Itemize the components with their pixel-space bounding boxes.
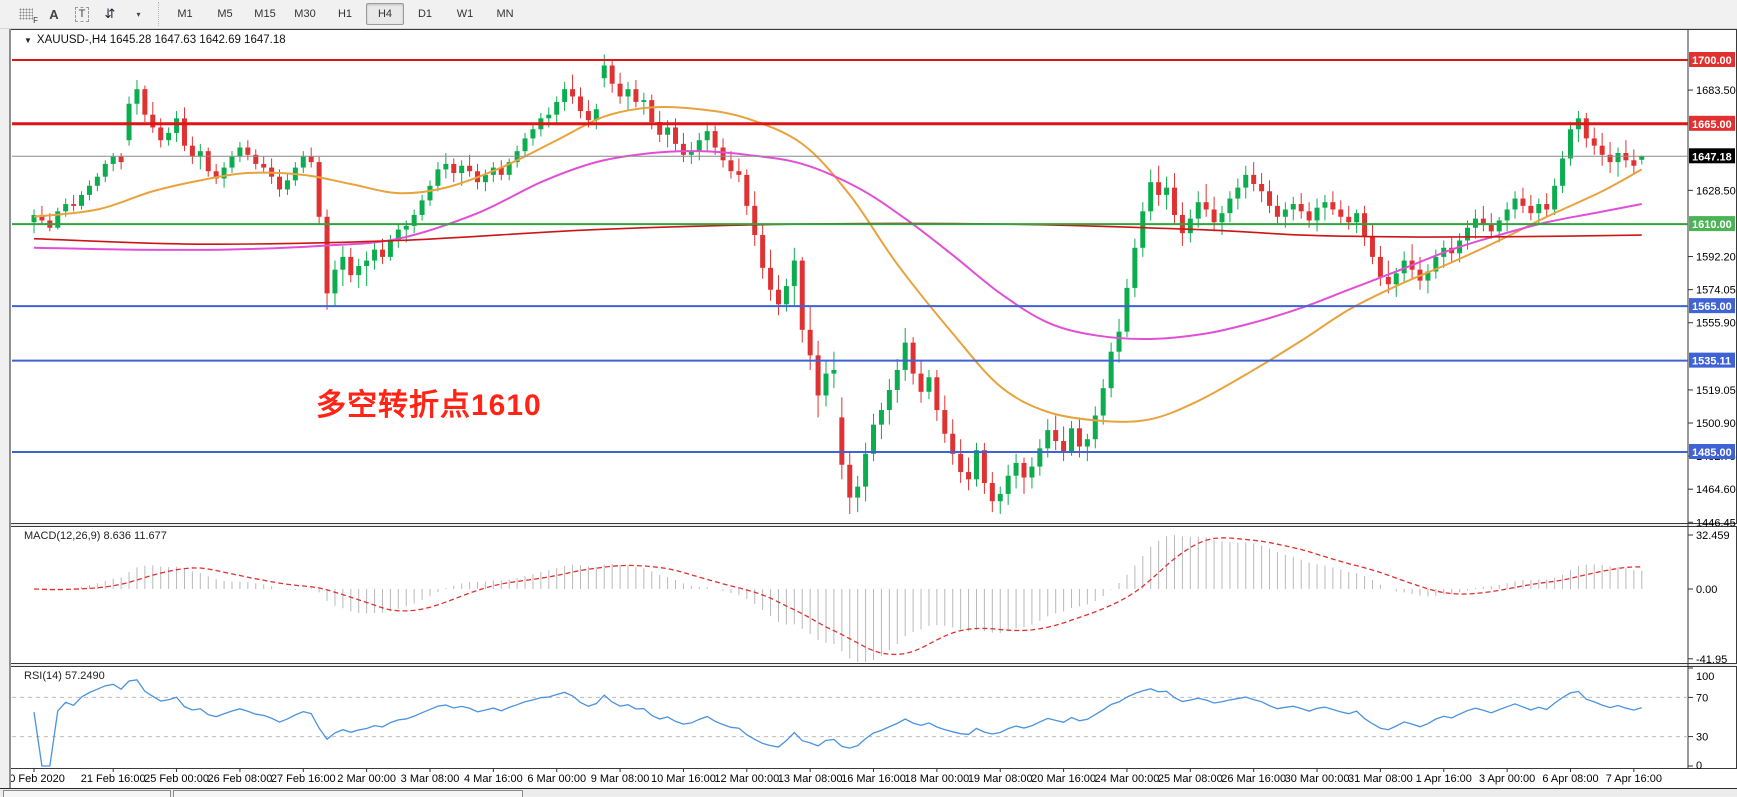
window-left-gutter — [0, 28, 11, 795]
timeframe-m1[interactable]: M1 — [177, 8, 193, 20]
rsi-indicator-label: RSI(14) 57.2490 — [24, 670, 105, 682]
svg-text:1610.00: 1610.00 — [1692, 219, 1732, 231]
svg-text:1700.00: 1700.00 — [1692, 55, 1732, 67]
svg-text:2 Mar 00:00: 2 Mar 00:00 — [337, 773, 396, 785]
candles — [31, 54, 1645, 514]
svg-text:1683.50: 1683.50 — [1696, 85, 1736, 97]
timeframe-d1[interactable]: D1 — [417, 8, 433, 20]
svg-text:1647.18: 1647.18 — [1692, 151, 1732, 163]
svg-text:1464.60: 1464.60 — [1696, 484, 1736, 496]
svg-text:12 Mar 00:00: 12 Mar 00:00 — [714, 773, 779, 785]
chart-symbol-title[interactable]: ▼ XAUUSD-,H4 1645.28 1647.63 1642.69 1647… — [24, 34, 286, 46]
svg-text:1519.05: 1519.05 — [1696, 385, 1736, 397]
svg-text:32.459: 32.459 — [1696, 530, 1730, 542]
ma-fast-orange — [33, 105, 1643, 423]
svg-text:1500.90: 1500.90 — [1696, 418, 1736, 430]
svg-text:1665.00: 1665.00 — [1692, 119, 1732, 131]
svg-text:26 Mar 16:00: 26 Mar 16:00 — [1221, 773, 1286, 785]
svg-text:3 Apr 00:00: 3 Apr 00:00 — [1479, 773, 1535, 785]
svg-text:0.00: 0.00 — [1696, 584, 1717, 596]
svg-text:1565.00: 1565.00 — [1692, 301, 1732, 313]
timeframe-h1[interactable]: H1 — [337, 8, 353, 20]
text-label-icon[interactable]: A — [49, 6, 59, 22]
arrange-arrows-icon[interactable]: ⇵ — [104, 6, 116, 21]
svg-text:0: 0 — [1696, 760, 1702, 772]
dropdown-caret-icon[interactable]: ▾ — [136, 9, 141, 19]
timeframe-m5[interactable]: M5 — [217, 8, 233, 20]
svg-text:9 Mar 08:00: 9 Mar 08:00 — [591, 773, 650, 785]
chart-tab[interactable] — [3, 790, 171, 797]
timeframe-group: M1 M5 M15 M30 H1 H4 D1 W1 MN — [158, 2, 531, 26]
svg-text:25 Mar 08:00: 25 Mar 08:00 — [1158, 773, 1223, 785]
svg-text:1555.90: 1555.90 — [1696, 318, 1736, 330]
svg-text:-41.95: -41.95 — [1696, 654, 1727, 666]
chart-annotation-text[interactable]: 多空转折点1610 — [316, 389, 542, 422]
svg-text:1 Apr 16:00: 1 Apr 16:00 — [1416, 773, 1472, 785]
macd-panel-content: 32.459 0.00 -41.95 — [33, 530, 1730, 666]
tick-chart-icon[interactable]: F — [14, 3, 38, 25]
svg-text:1446.45: 1446.45 — [1696, 517, 1736, 529]
svg-text:25 Feb 00:00: 25 Feb 00:00 — [144, 773, 209, 785]
timeframe-mn[interactable]: MN — [496, 8, 514, 20]
svg-text:1574.05: 1574.05 — [1696, 285, 1736, 297]
timeframe-h4[interactable]: H4 — [366, 3, 404, 25]
svg-text:24 Mar 00:00: 24 Mar 00:00 — [1095, 773, 1160, 785]
ma-mid-magenta — [33, 150, 1642, 340]
svg-text:27 Feb 16:00: 27 Feb 16:00 — [271, 773, 336, 785]
svg-text:21 Feb 16:00: 21 Feb 16:00 — [81, 773, 146, 785]
svg-text:3 Mar 08:00: 3 Mar 08:00 — [401, 773, 460, 785]
text-box-icon[interactable]: T — [70, 3, 94, 25]
svg-text:13 Mar 08:00: 13 Mar 08:00 — [778, 773, 843, 785]
timeframe-w1[interactable]: W1 — [456, 8, 474, 20]
svg-text:18 Mar 00:00: 18 Mar 00:00 — [904, 773, 969, 785]
chart-tab-strip — [0, 788, 1737, 797]
collapse-caret-icon[interactable]: ▼ — [24, 36, 32, 45]
chart-tab[interactable] — [173, 790, 523, 797]
svg-text:6 Mar 00:00: 6 Mar 00:00 — [527, 773, 586, 785]
svg-text:10 Mar 16:00: 10 Mar 16:00 — [651, 773, 716, 785]
svg-text:16 Mar 16:00: 16 Mar 16:00 — [841, 773, 906, 785]
svg-text:1535.11: 1535.11 — [1692, 356, 1731, 368]
timeframe-m15[interactable]: M15 — [254, 8, 276, 20]
svg-text:7 Apr 16:00: 7 Apr 16:00 — [1606, 773, 1662, 785]
svg-text:1628.50: 1628.50 — [1696, 185, 1736, 197]
svg-text:4 Mar 16:00: 4 Mar 16:00 — [464, 773, 523, 785]
svg-text:70: 70 — [1696, 692, 1708, 704]
svg-text:26 Feb 08:00: 26 Feb 08:00 — [207, 773, 272, 785]
toolbar: F A T ⇵ ▾ M1 M5 M15 M30 H1 H4 D1 W1 MN — [0, 0, 1737, 29]
svg-text:100: 100 — [1696, 671, 1714, 683]
rsi-panel-content: 100 70 30 0 — [12, 667, 1714, 772]
svg-text:19 Mar 08:00: 19 Mar 08:00 — [968, 773, 1033, 785]
svg-text:1485.00: 1485.00 — [1692, 447, 1732, 459]
horizontal-levels[interactable]: 1700.00 1665.00 1647.18 1610.00 1565.00 1535.… — [12, 52, 1735, 459]
svg-text:20 Mar 16:00: 20 Mar 16:00 — [1031, 773, 1096, 785]
ohlc-readout: XAUUSD-,H4 1645.28 1647.63 1642.69 1647.… — [36, 34, 286, 46]
drawing-tools-group: F A T ⇵ ▾ — [6, 2, 158, 26]
svg-text:30 Mar 00:00: 30 Mar 00:00 — [1285, 773, 1350, 785]
svg-text:20 Feb 2020: 20 Feb 2020 — [3, 773, 65, 785]
svg-text:31 Mar 08:00: 31 Mar 08:00 — [1348, 773, 1413, 785]
macd-indicator-label: MACD(12,26,9) 8.636 11.677 — [24, 530, 167, 542]
svg-text:1592.20: 1592.20 — [1696, 252, 1736, 264]
timeframe-m30[interactable]: M30 — [294, 8, 316, 20]
svg-text:30: 30 — [1696, 732, 1708, 744]
svg-text:6 Apr 08:00: 6 Apr 08:00 — [1542, 773, 1598, 785]
